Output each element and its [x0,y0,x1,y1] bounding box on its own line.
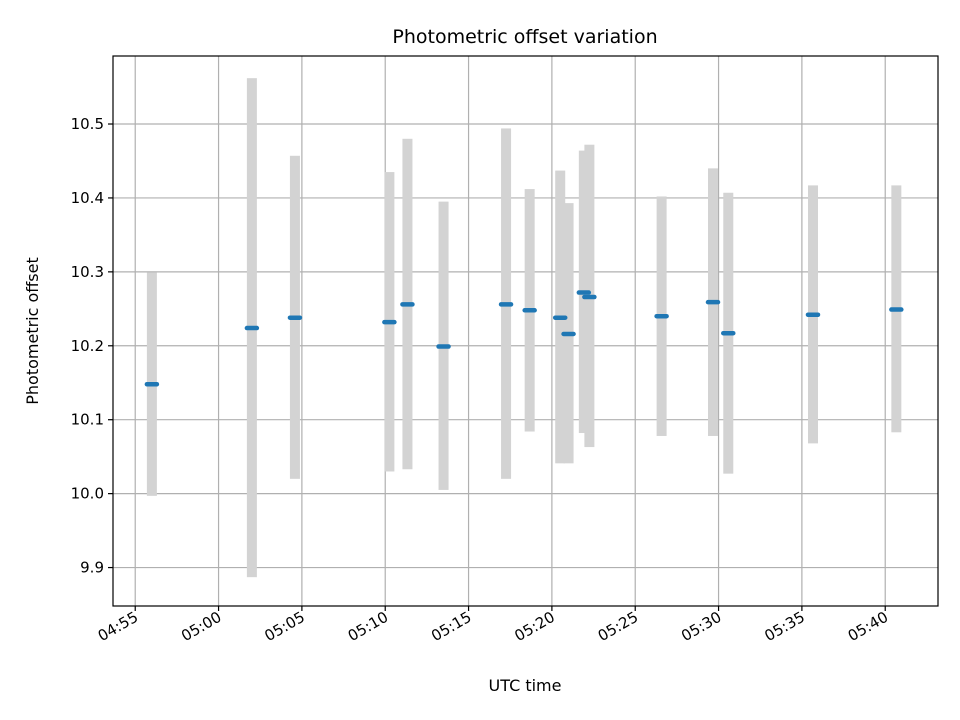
y-tick-label: 10.0 [71,485,104,503]
y-tick-label: 9.9 [80,559,104,577]
y-tick-label: 10.3 [71,263,104,281]
chart-title: Photometric offset variation [392,26,657,48]
y-tick-label: 10.5 [71,115,104,133]
y-axis-ticks: 9.9 10.0 10.1 10.2 10.3 10.4 10.5 [71,115,113,577]
plot-frame [112,55,939,607]
x-axis-label: UTC time [489,676,562,695]
y-tick-label: 10.2 [71,337,104,355]
data-points [144,290,904,387]
y-axis-label: Photometric offset [23,257,42,405]
y-tick-label: 10.1 [71,411,104,429]
y-tick-label: 10.4 [71,189,104,207]
